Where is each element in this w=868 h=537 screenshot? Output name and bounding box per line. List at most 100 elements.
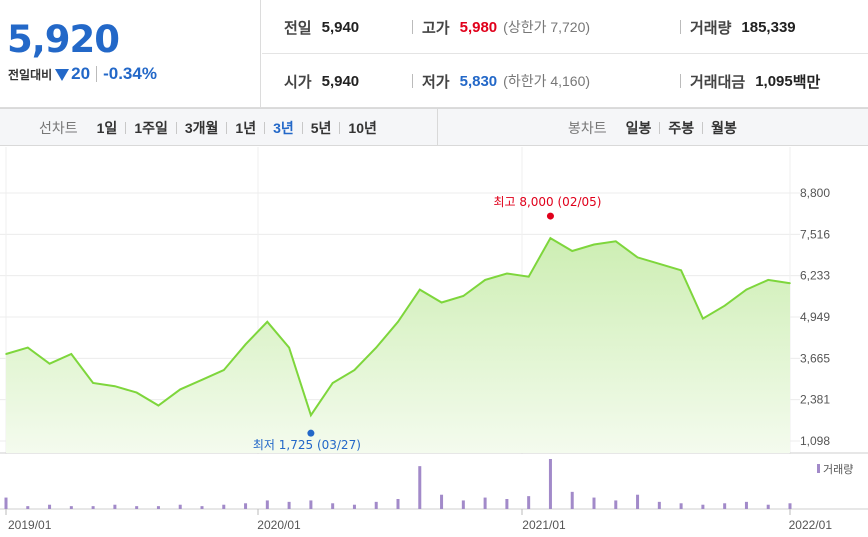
volume-bar <box>766 504 770 509</box>
price-point <box>767 279 770 281</box>
volume-bar <box>331 503 335 509</box>
volume-label: 거래량 <box>690 19 732 37</box>
chart-period-tabbar: 선차트 1일 1주일 3개월 1년 3년 5년 10년 봉차트 일봉 주봉 월봉 <box>0 108 868 146</box>
low-value: 5,830 <box>459 72 498 90</box>
volume-legend-swatch <box>817 464 820 473</box>
volume-bar <box>26 506 30 509</box>
price-point <box>310 414 312 416</box>
divider <box>680 20 681 34</box>
price-point <box>244 343 247 346</box>
y-tick-label: 8,800 <box>800 186 830 200</box>
candle-chart-title: 봉차트 <box>568 119 607 136</box>
price-point <box>680 269 682 272</box>
volume-bar <box>265 500 269 509</box>
price-point <box>614 240 617 243</box>
divider <box>264 121 266 134</box>
price-point <box>331 382 334 384</box>
volume-bar <box>309 500 313 509</box>
y-tick-label: 2,381 <box>800 393 830 407</box>
volume-bar <box>679 503 683 509</box>
tab-monthly-candle[interactable]: 월봉 <box>711 119 737 136</box>
price-point <box>702 317 704 320</box>
divider <box>301 121 303 134</box>
tab-daily-candle[interactable]: 일봉 <box>625 119 652 136</box>
volume-bar <box>701 504 705 509</box>
volume-bar <box>614 500 618 509</box>
line-chart-tabs: 선차트 1일 1주일 3개월 1년 3년 5년 10년 <box>39 109 377 146</box>
divider <box>412 74 413 88</box>
price-point <box>201 378 203 381</box>
open-stat: 시가 5,940 <box>284 54 359 108</box>
tab-1-week[interactable]: 1주일 <box>134 119 168 136</box>
amount-unit: 백만 <box>792 73 821 91</box>
divider <box>96 66 98 82</box>
y-tick-label: 1,098 <box>800 434 830 448</box>
high-marker <box>546 212 554 220</box>
volume-bar <box>788 503 792 509</box>
price-point <box>723 304 726 307</box>
tab-weekly-candle[interactable]: 주봉 <box>668 119 695 136</box>
price-point <box>397 320 399 323</box>
high-value: 5,980 <box>459 18 498 36</box>
amount-stat: 거래대금 1,095 백만 <box>680 54 820 108</box>
tab-1-year[interactable]: 1년 <box>235 119 257 136</box>
price-point <box>484 279 486 281</box>
volume-bar <box>418 466 422 509</box>
volume-bar <box>505 499 509 509</box>
x-tick-label: 2021/01 <box>522 518 566 532</box>
tab-5-years[interactable]: 5년 <box>310 119 332 136</box>
change-percent: -0.34% <box>103 64 157 83</box>
low-stat: 저가 5,830 (하한가 4,160) <box>412 54 590 108</box>
volume-bar <box>744 501 748 509</box>
price-point <box>92 382 94 384</box>
high-stat: 고가 5,980 (상한가 7,720) <box>412 0 590 54</box>
volume-bar <box>636 494 640 509</box>
price-point <box>375 346 378 349</box>
tab-1-day[interactable]: 1일 <box>96 119 118 136</box>
divider <box>680 74 681 88</box>
price-chart-svg: 8,800 7,516 6,233 4,949 3,665 2,381 1,098 최고 8,… <box>0 147 868 532</box>
high-label: 고가 <box>422 19 450 37</box>
price-point <box>571 250 574 252</box>
tab-3-months[interactable]: 3개월 <box>184 119 219 136</box>
price-point <box>418 288 421 291</box>
price-point <box>266 320 269 323</box>
current-price-box: 5,920 전일대비 20 -0.34% <box>0 0 261 107</box>
price-point <box>353 369 356 371</box>
price-point <box>179 388 182 391</box>
divider <box>412 20 413 34</box>
volume-bar <box>396 499 400 509</box>
volume-bar <box>548 459 552 509</box>
divider <box>339 121 341 134</box>
price-point <box>745 288 748 291</box>
volume-stat: 거래량 185,339 <box>680 0 796 54</box>
price-summary: 5,920 전일대비 20 -0.34% 전일 5,940 고가 5,980 (… <box>0 0 868 108</box>
y-tick-label: 7,516 <box>800 227 830 241</box>
volume-bar <box>657 501 661 509</box>
price-point <box>549 237 552 239</box>
lower-limit: (하한가 4,160) <box>503 73 591 89</box>
change-row: 전일대비 20 -0.34% <box>8 64 157 84</box>
low-label: 저가 <box>422 73 450 91</box>
price-point <box>157 404 160 407</box>
price-area <box>6 238 790 453</box>
price-point <box>789 282 791 284</box>
volume-bar <box>440 494 444 509</box>
price-point <box>462 295 465 297</box>
candle-chart-tabs: 봉차트 일봉 주봉 월봉 <box>568 109 737 146</box>
prev-close-value: 5,940 <box>321 18 360 36</box>
divider <box>437 109 438 146</box>
price-point <box>70 353 73 355</box>
x-tick-label: 2022/01 <box>789 518 833 532</box>
volume-bar <box>222 504 226 509</box>
tab-10-years[interactable]: 10년 <box>348 119 377 136</box>
volume-legend-label: 거래량 <box>823 463 853 476</box>
x-tick-label: 2020/01 <box>257 518 301 532</box>
volume-bar <box>178 504 182 509</box>
open-label: 시가 <box>284 73 312 91</box>
divider <box>702 121 704 134</box>
x-tick-label: 2019/01 <box>8 518 52 532</box>
tab-3-years[interactable]: 3년 <box>273 119 294 136</box>
volume-bar <box>352 504 356 509</box>
amount-label: 거래대금 <box>690 73 746 91</box>
